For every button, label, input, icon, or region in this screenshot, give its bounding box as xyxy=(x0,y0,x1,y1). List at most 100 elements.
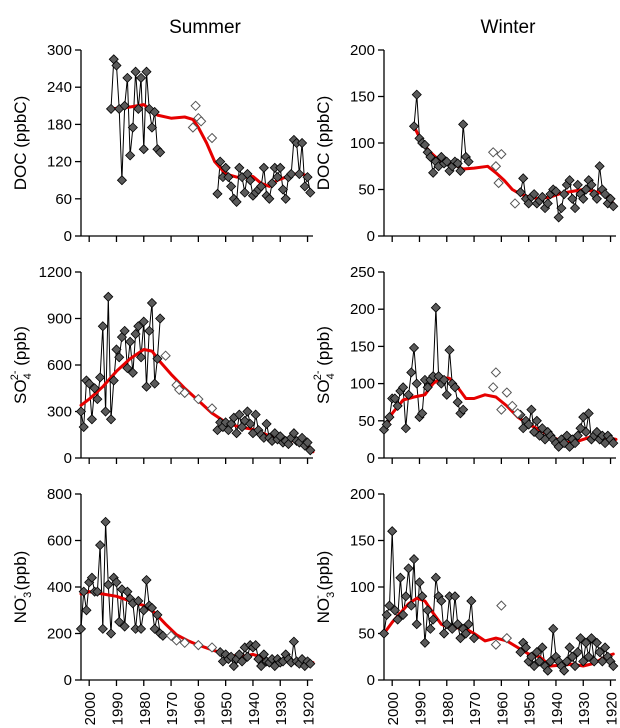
data-point-open xyxy=(171,635,182,646)
data-point xyxy=(130,328,141,340)
data-point xyxy=(411,619,422,630)
data-point xyxy=(236,656,248,667)
data-point xyxy=(428,614,439,625)
data-point xyxy=(572,179,583,190)
data-point xyxy=(441,156,452,167)
data-point xyxy=(116,175,128,186)
data-point xyxy=(149,623,160,634)
data-point xyxy=(141,66,152,77)
data-point xyxy=(466,595,477,607)
data-point xyxy=(406,600,417,611)
data-point xyxy=(591,637,602,648)
data-point xyxy=(95,540,106,551)
data-point xyxy=(422,605,433,616)
data-point-open xyxy=(195,116,207,127)
y-axis-label-sub: 4 xyxy=(22,373,34,379)
y-tick-label: 150 xyxy=(350,338,375,355)
data-point xyxy=(155,147,166,158)
data-point xyxy=(86,414,97,425)
data-point xyxy=(297,432,308,443)
data-point xyxy=(463,619,474,630)
y-tick-label: 200 xyxy=(350,42,375,59)
data-point-open xyxy=(490,639,502,650)
x-tick-label: 1930 xyxy=(273,692,290,725)
data-point xyxy=(231,196,242,207)
data-point-open xyxy=(206,403,218,414)
data-point xyxy=(234,649,245,660)
y-tick-label: 300 xyxy=(47,42,72,59)
data-point xyxy=(392,400,403,411)
y-axis-label-sub: 3 xyxy=(325,592,337,598)
data-point xyxy=(545,656,556,667)
data-point xyxy=(97,321,108,332)
data-point xyxy=(242,406,253,417)
data-point xyxy=(133,321,144,332)
data-point xyxy=(141,381,152,392)
data-point xyxy=(436,595,447,607)
data-point xyxy=(419,139,431,150)
data-point xyxy=(138,605,149,616)
y-tick-label: 0 xyxy=(367,672,375,689)
data-point-open xyxy=(165,630,177,642)
data-point xyxy=(441,389,452,400)
x-tick-label: 2000 xyxy=(385,692,402,725)
data-point xyxy=(559,189,570,200)
data-point xyxy=(586,633,597,644)
trend-line xyxy=(109,103,312,188)
data-point xyxy=(119,100,130,111)
data-point xyxy=(146,122,158,133)
data-point-open xyxy=(496,600,507,611)
data-point xyxy=(103,579,114,590)
data-point xyxy=(392,614,403,625)
data-point xyxy=(215,156,226,167)
data-point xyxy=(234,409,245,420)
data-point xyxy=(449,591,461,602)
data-point-open xyxy=(501,387,513,398)
data-point-open xyxy=(512,408,523,419)
data-point xyxy=(81,605,92,616)
data-point xyxy=(400,591,411,602)
x-tick-label: 1920 xyxy=(604,692,620,725)
data-point xyxy=(288,428,299,439)
data-point xyxy=(119,325,130,336)
data-point xyxy=(600,189,611,200)
data-point xyxy=(550,186,562,197)
data-point xyxy=(425,623,436,634)
panel-winter-no3: 0 50 100 150 200 2000 1990 1980 1970 1960 1950 1940… xyxy=(312,486,620,725)
data-point xyxy=(515,187,526,198)
data-point xyxy=(78,421,89,433)
data-point xyxy=(86,572,97,583)
data-point xyxy=(605,193,616,204)
data-point xyxy=(458,119,469,130)
data-point xyxy=(212,188,223,199)
data-point xyxy=(580,426,592,438)
data-point xyxy=(389,393,400,404)
y-tick-label: 600 xyxy=(47,357,72,374)
data-point xyxy=(458,404,469,415)
data-point-open xyxy=(496,148,507,160)
x-tick-label: 1920 xyxy=(301,692,318,725)
data-point xyxy=(580,637,592,648)
data-point-open xyxy=(487,147,499,158)
data-point xyxy=(403,389,414,400)
y-tick-label: 1200 xyxy=(39,264,72,281)
data-point-open xyxy=(206,642,218,653)
data-point xyxy=(144,325,155,336)
data-point xyxy=(548,623,559,634)
data-point-open xyxy=(179,387,190,399)
y-axis-label-main: SO xyxy=(11,379,30,404)
y-axis-label-main: NO xyxy=(11,598,30,624)
x-tick-label: 1950 xyxy=(522,692,539,725)
data-point xyxy=(430,302,441,313)
data-point xyxy=(125,336,136,347)
data-point xyxy=(408,554,420,565)
data-point xyxy=(220,162,231,173)
data-point xyxy=(250,409,261,420)
data-point xyxy=(149,378,160,389)
data-point xyxy=(463,156,474,167)
data-point xyxy=(537,191,548,203)
data-point xyxy=(266,178,278,189)
data-point xyxy=(89,383,100,394)
data-point xyxy=(114,352,125,363)
